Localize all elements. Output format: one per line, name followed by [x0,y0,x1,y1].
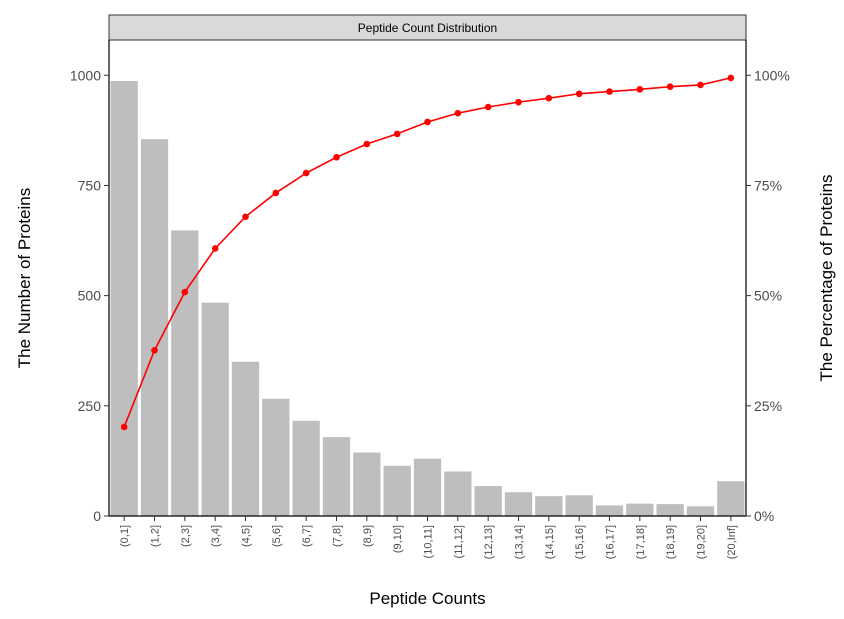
x-tick-label-8: (8,9] [362,525,374,547]
cumulative-point-7 [333,153,340,161]
panel-title: Peptide Count Distribution [358,21,497,35]
x-tick-label-1: (1,2] [150,525,162,547]
x-tick-label-0: (0,1] [119,525,131,547]
bar-12 [474,486,502,516]
bar-19 [686,506,715,516]
bar-4 [231,361,260,516]
bar-14 [535,496,563,516]
bar-1 [140,139,169,517]
x-tick-label-14: (14,15] [544,525,556,559]
cumulative-point-17 [636,86,644,93]
bar-series [110,80,745,517]
cumulative-point-20 [727,74,735,82]
bar-7 [322,437,351,516]
cumulative-point-0 [120,423,128,431]
x-tick-label-2: (2,3] [180,525,192,547]
y-axis-right-ticks: 0% 25% 50% 75% 100% [746,67,790,524]
y-left-tick-label-0: 0 [93,508,101,524]
x-tick-label-17: (17,18] [635,525,647,559]
cumulative-point-2 [181,288,189,296]
x-tick-label-15: (15,16] [574,525,586,559]
x-tick-label-4: (4,5] [241,525,253,547]
cumulative-point-15 [575,90,583,98]
bar-11 [444,471,472,516]
bar-9 [383,465,411,516]
bar-10 [413,458,442,516]
x-axis-title: Peptide Counts [369,589,485,608]
cumulative-point-10 [424,118,431,126]
cumulative-point-1 [151,346,158,354]
cumulative-point-3 [211,245,219,252]
cumulative-point-9 [393,130,401,138]
cumulative-point-16 [606,88,613,95]
bar-0 [110,80,138,517]
bar-15 [565,495,593,516]
y-left-tick-label-3: 750 [78,177,102,193]
bar-16 [595,505,624,516]
cumulative-point-6 [302,169,310,177]
x-tick-label-6: (6,7] [301,525,313,547]
x-tick-label-10: (10,11] [423,525,435,558]
y-right-tick-label-1: 25% [754,398,782,414]
bar-2 [171,230,199,516]
cumulative-point-19 [697,81,704,89]
x-tick-label-20: (20,Inf] [726,525,738,559]
x-tick-label-19: (19,20] [696,525,708,559]
x-tick-label-5: (5,6] [271,525,283,547]
bar-13 [504,492,533,516]
panel-strip [108,14,747,41]
y-right-tick-label-0: 0% [754,508,774,524]
y-right-tick-label-4: 100% [754,67,790,83]
x-tick-label-13: (13,14] [514,525,526,559]
x-tick-label-7: (7,8] [332,525,344,547]
bar-20 [717,481,745,516]
y-right-tick-label-3: 75% [754,177,782,193]
y-left-tick-label-2: 500 [78,288,102,304]
x-tick-label-16: (16,17] [605,525,617,559]
cumulative-line-series [120,74,735,431]
cumulative-point-12 [484,103,492,111]
bar-8 [353,452,381,516]
cumulative-point-13 [515,98,522,106]
x-tick-label-12: (12,13] [483,525,495,559]
cumulative-point-11 [454,109,462,117]
cumulative-point-8 [363,140,371,148]
y-axis-left-title: The Number of Proteins [15,188,34,368]
bar-3 [201,302,229,516]
bar-6 [292,420,320,516]
x-tick-label-11: (11,12] [453,525,465,558]
y-left-tick-label-4: 1000 [70,67,101,83]
x-axis-ticks: (0,1] (1,2] (2,3] (3,4] (4,5] (5,6] (6,7] (7,8]… [119,516,738,559]
y-axis-right-title: The Percentage of Proteins [817,175,836,382]
y-axis-left-ticks: 0 250 500 750 1000 [70,67,109,524]
bar-5 [262,398,290,516]
bar-17 [626,503,654,516]
bar-18 [656,504,684,516]
cumulative-point-18 [666,83,674,91]
x-tick-label-18: (18,19] [665,525,677,559]
x-tick-label-3: (3,4] [210,525,222,547]
cumulative-point-14 [545,94,553,102]
y-left-tick-label-1: 250 [78,398,102,414]
cumulative-point-4 [242,213,249,221]
cumulative-point-5 [272,189,280,197]
x-tick-label-9: (9,10] [392,525,404,553]
y-right-tick-label-2: 50% [754,288,782,304]
